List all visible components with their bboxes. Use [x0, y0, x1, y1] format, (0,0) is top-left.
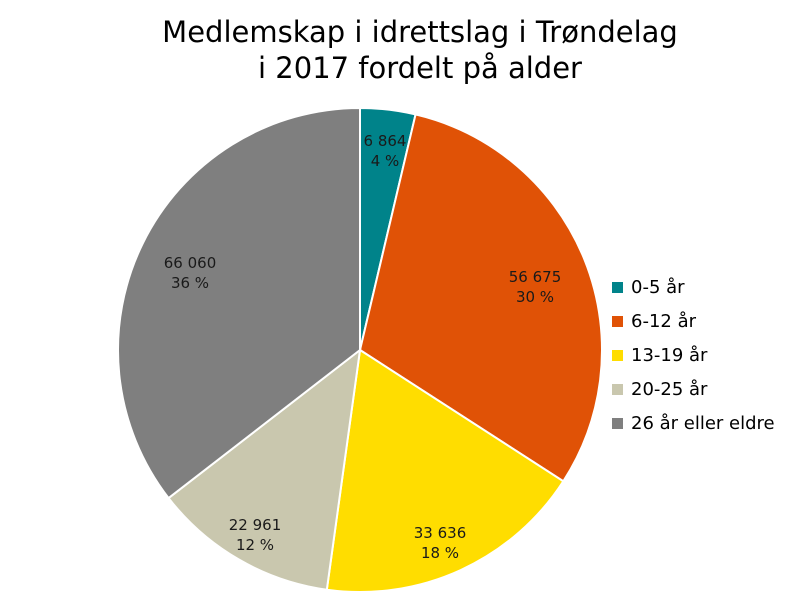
slice-percent-label: 4 % [371, 152, 400, 170]
legend-label: 13-19 år [631, 344, 708, 366]
legend-item: 13-19 år [612, 338, 775, 372]
legend-label: 20-25 år [631, 378, 708, 400]
legend-item: 20-25 år [612, 372, 775, 406]
legend-swatch [612, 383, 623, 395]
slice-value-label: 6 864 [364, 132, 407, 150]
slice-value-label: 56 675 [509, 268, 562, 286]
legend-item: 0-5 år [612, 270, 775, 304]
legend-label: 26 år eller eldre [631, 412, 775, 434]
legend-swatch [612, 349, 623, 361]
slice-value-label: 33 636 [414, 524, 467, 542]
pie-slice [117, 106, 361, 500]
chart-title: Medlemskap i idrettslag i Trøndelag i 20… [0, 14, 800, 86]
legend: 0-5 år 6-12 år 13-19 år 20-25 år 26 år eller… [612, 270, 775, 440]
slice-percent-label: 30 % [516, 288, 554, 306]
legend-item: 26 år eller eldre [612, 406, 775, 440]
slice-value-label: 66 060 [164, 254, 217, 272]
slice-value-label: 22 961 [229, 516, 282, 534]
chart-title-line-1: Medlemskap i idrettslag i Trøndelag [162, 15, 678, 49]
slice-percent-label: 36 % [171, 274, 209, 292]
legend-swatch [612, 315, 623, 327]
legend-label: 0-5 år [631, 276, 685, 298]
slice-percent-label: 18 % [421, 544, 459, 562]
legend-swatch [612, 281, 623, 293]
pie-slice [167, 347, 362, 591]
pie-slice [325, 348, 565, 593]
legend-swatch [612, 417, 623, 429]
legend-item: 6-12 år [612, 304, 775, 338]
chart-title-line-2: i 2017 fordelt på alder [258, 51, 582, 85]
legend-label: 6-12 år [631, 310, 697, 332]
slice-percent-label: 12 % [236, 536, 274, 554]
pie-slice [358, 113, 603, 483]
